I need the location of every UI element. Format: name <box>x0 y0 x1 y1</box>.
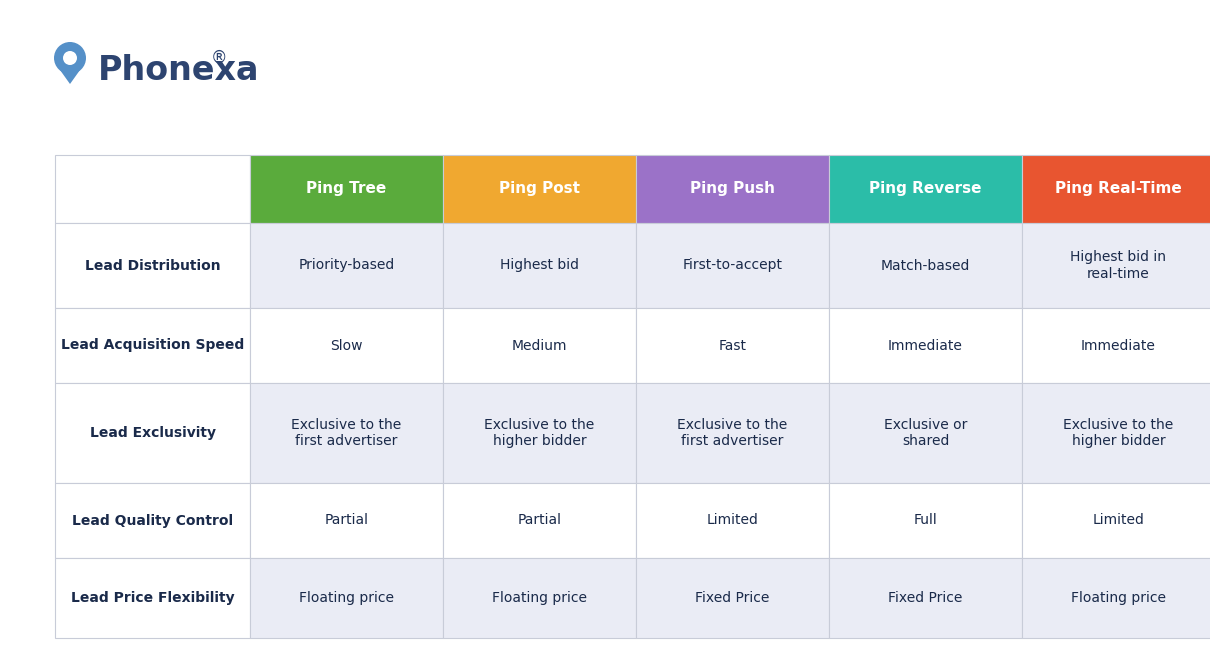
Bar <box>1022 383 1210 483</box>
Bar <box>829 223 1022 308</box>
Bar <box>54 483 250 558</box>
Text: Lead Acquisition Speed: Lead Acquisition Speed <box>60 338 244 352</box>
Bar <box>636 483 829 558</box>
Text: Immediate: Immediate <box>888 338 963 352</box>
Text: Ping Tree: Ping Tree <box>306 182 387 196</box>
Text: Ping Push: Ping Push <box>690 182 774 196</box>
Bar <box>636 155 829 223</box>
Text: Floating price: Floating price <box>1071 591 1166 605</box>
Circle shape <box>63 51 77 65</box>
Text: Ping Real-Time: Ping Real-Time <box>1055 182 1182 196</box>
Text: Fixed Price: Fixed Price <box>888 591 963 605</box>
Bar <box>829 308 1022 383</box>
Bar <box>829 558 1022 638</box>
Text: Exclusive to the
first advertiser: Exclusive to the first advertiser <box>292 418 402 448</box>
Bar <box>443 558 636 638</box>
Polygon shape <box>60 70 80 84</box>
Text: Ping Reverse: Ping Reverse <box>869 182 981 196</box>
Text: Highest bid: Highest bid <box>500 259 580 273</box>
Bar <box>636 558 829 638</box>
Text: Slow: Slow <box>330 338 363 352</box>
Bar <box>250 483 443 558</box>
Bar <box>1022 483 1210 558</box>
Bar <box>829 155 1022 223</box>
Bar <box>443 155 636 223</box>
Bar <box>54 383 250 483</box>
Text: Priority-based: Priority-based <box>299 259 394 273</box>
Bar <box>250 155 443 223</box>
Bar <box>829 483 1022 558</box>
Text: Lead Price Flexibility: Lead Price Flexibility <box>70 591 235 605</box>
Bar <box>1022 558 1210 638</box>
Text: Lead Quality Control: Lead Quality Control <box>71 513 234 527</box>
Text: Full: Full <box>914 513 938 527</box>
Bar <box>1022 308 1210 383</box>
Text: Match-based: Match-based <box>881 259 970 273</box>
Bar <box>1022 155 1210 223</box>
Text: First-to-accept: First-to-accept <box>682 259 783 273</box>
Text: Medium: Medium <box>512 338 567 352</box>
Bar <box>443 483 636 558</box>
Bar <box>829 383 1022 483</box>
Bar <box>443 223 636 308</box>
Text: Limited: Limited <box>1093 513 1145 527</box>
Text: Exclusive to the
higher bidder: Exclusive to the higher bidder <box>484 418 594 448</box>
Circle shape <box>54 42 86 74</box>
Text: Immediate: Immediate <box>1081 338 1156 352</box>
Text: Partial: Partial <box>518 513 561 527</box>
Text: Ping Post: Ping Post <box>499 182 580 196</box>
Bar <box>1022 223 1210 308</box>
Text: Highest bid in
real-time: Highest bid in real-time <box>1071 251 1166 281</box>
Bar <box>250 308 443 383</box>
Bar <box>250 558 443 638</box>
Bar <box>54 558 250 638</box>
Bar <box>636 223 829 308</box>
Text: Exclusive to the
higher bidder: Exclusive to the higher bidder <box>1064 418 1174 448</box>
Text: Lead Distribution: Lead Distribution <box>85 259 220 273</box>
Text: Exclusive or
shared: Exclusive or shared <box>883 418 967 448</box>
Text: ®: ® <box>211 49 227 67</box>
Bar <box>54 223 250 308</box>
Text: Partial: Partial <box>324 513 369 527</box>
Text: Lead Exclusivity: Lead Exclusivity <box>90 426 215 440</box>
Text: Floating price: Floating price <box>299 591 394 605</box>
Text: Phonexa: Phonexa <box>98 54 259 86</box>
Bar <box>636 308 829 383</box>
Text: Exclusive to the
first advertiser: Exclusive to the first advertiser <box>678 418 788 448</box>
Bar <box>250 383 443 483</box>
Bar <box>443 308 636 383</box>
Bar <box>443 383 636 483</box>
Text: Fast: Fast <box>719 338 747 352</box>
Text: Fixed Price: Fixed Price <box>696 591 770 605</box>
Bar <box>636 383 829 483</box>
Text: Floating price: Floating price <box>492 591 587 605</box>
Bar <box>54 308 250 383</box>
Text: Limited: Limited <box>707 513 759 527</box>
Bar <box>250 223 443 308</box>
Bar <box>54 155 250 223</box>
